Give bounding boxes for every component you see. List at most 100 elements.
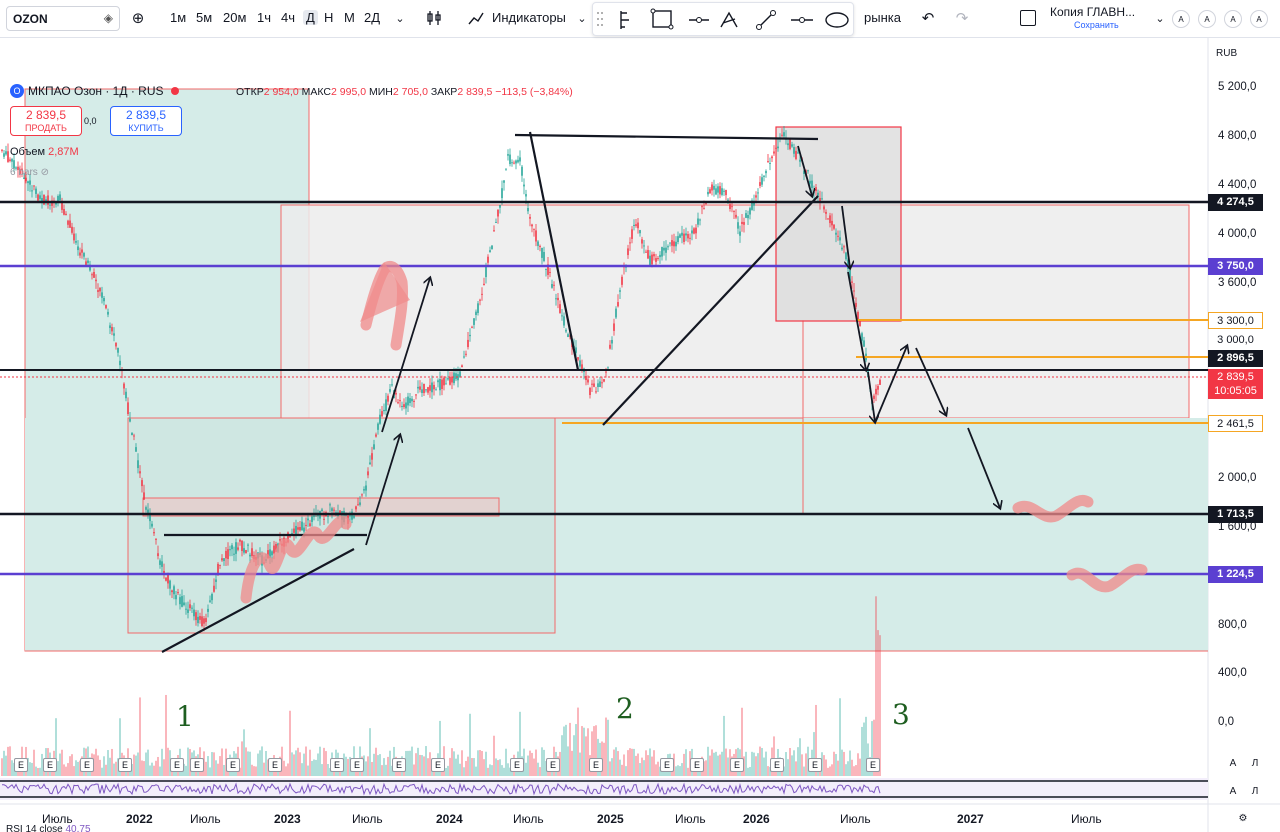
chevron-down-icon[interactable]: ⌄ xyxy=(577,12,587,25)
price-tag-3750[interactable]: 3 750,0 xyxy=(1208,258,1263,275)
candle-body xyxy=(3,153,5,157)
diamond-icon[interactable]: ◈ xyxy=(103,11,113,25)
chevron-down-icon[interactable]: ⌄ xyxy=(1155,12,1165,25)
volume-bar xyxy=(421,755,423,776)
log-scale-button[interactable]: Л xyxy=(1251,758,1259,769)
interval-4h[interactable]: 4ч xyxy=(281,10,296,25)
earnings-marker[interactable]: E xyxy=(118,758,132,772)
letter-a-button[interactable]: A xyxy=(1224,10,1242,28)
candle-body xyxy=(853,290,855,292)
candle-body xyxy=(209,600,211,602)
candle-body xyxy=(581,364,583,370)
price-tag-1713[interactable]: 1 713,5 xyxy=(1208,506,1263,523)
price-tag-3000[interactable]: 3 000,0 xyxy=(1217,334,1254,346)
interval-5m[interactable]: 5м xyxy=(196,10,213,25)
settings-gear-icon[interactable]: ⚙ xyxy=(1238,813,1248,824)
handdrawn-arrow-head xyxy=(360,262,410,322)
add-symbol-icon[interactable]: ⊕ xyxy=(131,10,145,27)
earnings-marker[interactable]: E xyxy=(660,758,674,772)
earnings-marker[interactable]: E xyxy=(546,758,560,772)
volume-bar xyxy=(627,750,629,776)
candle-body xyxy=(495,221,497,223)
earnings-marker[interactable]: E xyxy=(80,758,94,772)
interval-day[interactable]: Д xyxy=(303,10,318,25)
market-label[interactable]: рынка xyxy=(864,10,901,25)
last-price-tag[interactable]: 2 839,5 10:05:05 xyxy=(1208,369,1263,399)
earnings-marker[interactable]: E xyxy=(43,758,57,772)
volume-bar xyxy=(625,766,627,776)
candle-body xyxy=(565,329,567,332)
earnings-marker[interactable]: E xyxy=(730,758,744,772)
auto-scale-button[interactable]: A xyxy=(1229,786,1237,797)
price-tag-2896[interactable]: 2 896,5 xyxy=(1208,350,1263,367)
candle-body xyxy=(731,206,733,208)
earnings-marker[interactable]: E xyxy=(14,758,28,772)
earnings-marker[interactable]: E xyxy=(190,758,204,772)
price-tag-1224[interactable]: 1 224,5 xyxy=(1208,566,1263,583)
arrow xyxy=(875,346,907,421)
earnings-marker[interactable]: E xyxy=(268,758,282,772)
price-chart[interactable] xyxy=(0,38,1280,832)
earnings-marker[interactable]: E xyxy=(226,758,240,772)
interval-1h[interactable]: 1ч xyxy=(257,10,272,25)
layout-name[interactable]: Копия ГЛАВН... xyxy=(1050,5,1136,19)
interval-month[interactable]: М xyxy=(344,10,355,25)
arrow xyxy=(365,435,400,546)
indicators-button[interactable]: Индикаторы xyxy=(492,10,566,25)
candles-icon[interactable] xyxy=(424,8,444,28)
volume-bar xyxy=(207,756,209,776)
layout-checkbox-icon[interactable] xyxy=(1020,10,1036,26)
indicators-icon[interactable] xyxy=(466,8,486,28)
volume-bar xyxy=(707,746,709,776)
save-button[interactable]: Сохранить xyxy=(1074,20,1119,30)
earnings-marker[interactable]: E xyxy=(392,758,406,772)
chart-legend[interactable]: O МКПАО Озон · 1Д · RUS xyxy=(10,84,182,98)
earnings-marker[interactable]: E xyxy=(350,758,364,772)
currency-label[interactable]: RUB xyxy=(1216,48,1238,59)
interval-1m[interactable]: 1м xyxy=(170,10,187,25)
candle-body xyxy=(141,480,143,487)
symbol-title: МКПАО Озон · 1Д · RUS xyxy=(28,84,164,98)
candle-body xyxy=(287,532,289,543)
candle-body xyxy=(641,239,643,244)
price-tag-4274[interactable]: 4 274,5 xyxy=(1208,194,1263,211)
candle-body xyxy=(85,261,87,267)
volume-bar xyxy=(1,758,3,776)
earnings-marker[interactable]: E xyxy=(690,758,704,772)
earnings-marker[interactable]: E xyxy=(866,758,880,772)
market-status-icon xyxy=(170,87,179,95)
price-tag-3300[interactable]: 3 300,0 xyxy=(1208,312,1263,329)
volume-bar xyxy=(593,726,595,776)
letter-a-button[interactable]: A xyxy=(1172,10,1190,28)
symbol-search[interactable]: OZON ◈ xyxy=(6,6,120,31)
volume-bar xyxy=(461,750,463,776)
redo-icon[interactable]: ↷ xyxy=(955,10,969,27)
earnings-marker[interactable]: E xyxy=(589,758,603,772)
drawing-tools-icons[interactable] xyxy=(593,3,855,37)
letter-a-button[interactable]: A xyxy=(1250,10,1268,28)
undo-icon[interactable]: ↶ xyxy=(921,10,935,27)
rsi-legend[interactable]: RSI 14 close 40,75 xyxy=(6,824,91,832)
earnings-marker[interactable]: E xyxy=(510,758,524,772)
volume-bar xyxy=(861,726,863,776)
earnings-marker[interactable]: E xyxy=(808,758,822,772)
time-tick: Июль xyxy=(675,812,706,826)
sell-button[interactable]: 2 839,5 ПРОДАТЬ xyxy=(10,106,82,136)
earnings-marker[interactable]: E xyxy=(330,758,344,772)
chevron-down-icon[interactable]: ⌄ xyxy=(395,12,405,25)
buy-button[interactable]: 2 839,5 КУПИТЬ xyxy=(110,106,182,136)
letter-a-button[interactable]: A xyxy=(1198,10,1216,28)
chart-area[interactable]: O МКПАО Озон · 1Д · RUS ОТКР2 954,0 МАКС… xyxy=(0,38,1280,832)
earnings-marker[interactable]: E xyxy=(770,758,784,772)
earnings-marker[interactable]: E xyxy=(170,758,184,772)
interval-20m[interactable]: 20м xyxy=(223,10,247,25)
log-scale-button[interactable]: Л xyxy=(1251,786,1259,797)
price-tag-2461[interactable]: 2 461,5 xyxy=(1208,415,1263,432)
auto-scale-button[interactable]: A xyxy=(1229,758,1237,769)
volume-bar xyxy=(655,764,657,776)
interval-week[interactable]: Н xyxy=(324,10,334,25)
candle-body xyxy=(31,190,33,192)
volume-legend[interactable]: Объем 2,87M xyxy=(10,146,79,158)
earnings-marker[interactable]: E xyxy=(431,758,445,772)
interval-2d[interactable]: 2Д xyxy=(364,10,381,25)
